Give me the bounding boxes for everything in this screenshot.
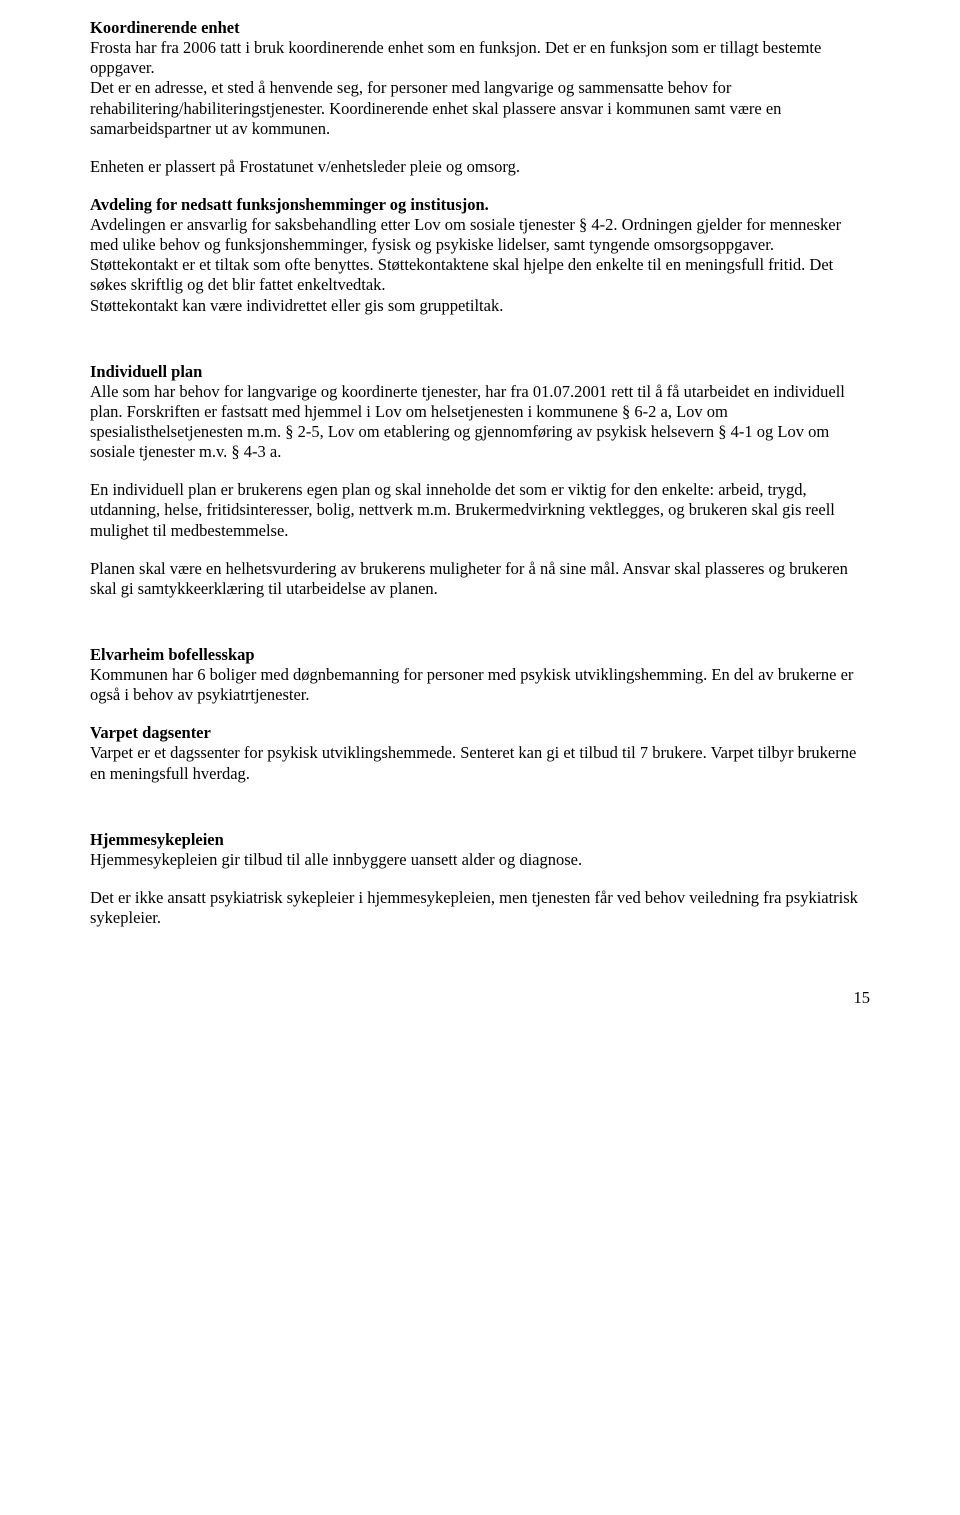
heading-individuell-plan: Individuell plan [90,362,870,382]
paragraph: Hjemmesykepleien gir tilbud til alle inn… [90,850,870,870]
section-koordinerende: Koordinerende enhet Frosta har fra 2006 … [90,18,870,139]
paragraph: Frosta har fra 2006 tatt i bruk koordine… [90,38,870,78]
section-avdeling: Avdeling for nedsatt funksjonshemminger … [90,195,870,316]
section-elvarheim: Elvarheim bofellesskap Kommunen har 6 bo… [90,645,870,705]
paragraph: Varpet er et dagssenter for psykisk utvi… [90,743,870,783]
heading-avdeling: Avdeling for nedsatt funksjonshemminger … [90,195,870,215]
heading-koordinerende: Koordinerende enhet [90,18,870,38]
section-individuell-plan: Individuell plan Alle som har behov for … [90,362,870,463]
section-hjemmesykepleien: Hjemmesykepleien Hjemmesykepleien gir ti… [90,830,870,870]
paragraph: Kommunen har 6 boliger med døgnbemanning… [90,665,870,705]
paragraph: Det er en adresse, et sted å henvende se… [90,78,870,138]
heading-varpet: Varpet dagsenter [90,723,870,743]
section-varpet: Varpet dagsenter Varpet er et dagssenter… [90,723,870,783]
paragraph: Planen skal være en helhetsvurdering av … [90,559,870,599]
paragraph: Det er ikke ansatt psykiatrisk sykepleie… [90,888,870,928]
paragraph: Enheten er plassert på Frostatunet v/enh… [90,157,870,177]
document-page: Koordinerende enhet Frosta har fra 2006 … [0,0,960,1048]
heading-elvarheim: Elvarheim bofellesskap [90,645,870,665]
paragraph: Avdelingen er ansvarlig for saksbehandli… [90,215,870,255]
heading-hjemmesykepleien: Hjemmesykepleien [90,830,870,850]
paragraph: En individuell plan er brukerens egen pl… [90,480,870,540]
page-number: 15 [90,988,870,1008]
paragraph: Støttekontakt kan være individrettet ell… [90,296,870,316]
paragraph: Støttekontakt er et tiltak som ofte beny… [90,255,870,295]
paragraph: Alle som har behov for langvarige og koo… [90,382,870,463]
